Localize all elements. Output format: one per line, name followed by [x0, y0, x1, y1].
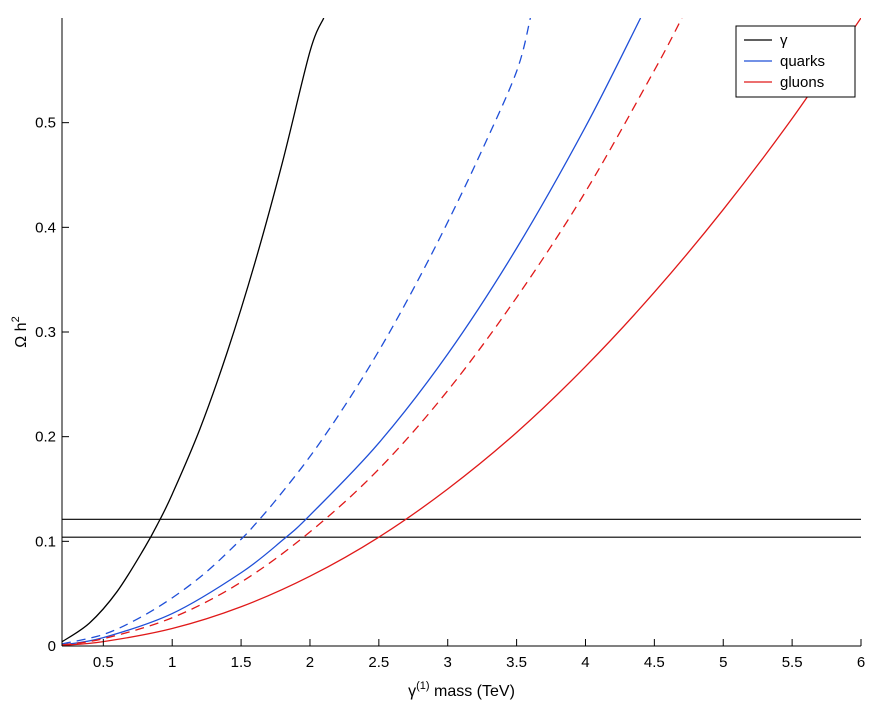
- y-tick-label-4: 0.4: [35, 219, 56, 236]
- x-tick-label-5: 3: [444, 654, 452, 671]
- x-tick-label-0: 0.5: [93, 654, 114, 671]
- legend-label-0: γ: [780, 32, 788, 49]
- axes: [61, 18, 861, 647]
- x-tick-label-9: 5: [719, 654, 727, 671]
- y-tick-label-3: 0.3: [35, 324, 56, 341]
- y-ticks: 0 0.1 0.2 0.3 0.4 0.5: [35, 115, 69, 655]
- series-line-0: [62, 18, 325, 643]
- y-tick-label-0: 0: [48, 638, 56, 655]
- x-tick-label-8: 4.5: [644, 654, 665, 671]
- x-tick-label-10: 5.5: [782, 654, 803, 671]
- x-ticks: 0.5 1 1.5 2 2.5 3 3.5 4 4.5 5 5.5 6: [93, 639, 865, 671]
- x-tick-label-4: 2.5: [368, 654, 389, 671]
- series-line-3: [62, 18, 683, 646]
- series-line-2: [62, 18, 642, 646]
- y-axis-label-base: Ω h: [13, 322, 30, 347]
- x-tick-label-11: 6: [857, 654, 865, 671]
- x-axis-label: γ(1) mass (TeV): [408, 680, 515, 700]
- y-tick-label-1: 0.1: [35, 533, 56, 550]
- x-tick-label-7: 4: [581, 654, 589, 671]
- x-tick-label-2: 1.5: [231, 654, 252, 671]
- x-tick-label-1: 1: [168, 654, 176, 671]
- x-axis-label-sup: (1): [416, 680, 429, 692]
- y-axis-label: Ω h2: [10, 316, 30, 347]
- legend-label-1: quarks: [780, 53, 825, 70]
- y-tick-label-2: 0.2: [35, 429, 56, 446]
- x-axis-label-base: γ: [408, 683, 416, 700]
- x-tick-label-3: 2: [306, 654, 314, 671]
- series-line-1: [62, 18, 532, 645]
- plot-area: [62, 18, 861, 646]
- series-line-4: [62, 18, 861, 646]
- x-axis-label-rest: mass (TeV): [430, 683, 515, 700]
- legend: γ quarks gluons: [735, 25, 856, 98]
- legend-label-2: gluons: [780, 74, 824, 91]
- x-tick-label-6: 3.5: [506, 654, 527, 671]
- y-axis-label-sup: 2: [10, 316, 22, 322]
- y-tick-label-5: 0.5: [35, 115, 56, 132]
